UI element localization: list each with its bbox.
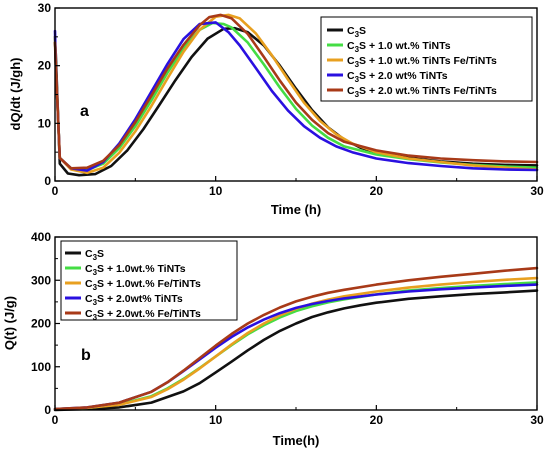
panel-b-xtick-label-2: 20 <box>370 413 384 427</box>
panel-b-ytick-label-3: 300 <box>31 273 51 287</box>
panel-a-legend-label-2: C3S + 1.0 wt.% TiNTs Fe/TiNTs <box>347 55 497 69</box>
panel-b-letter: b <box>81 347 91 364</box>
panel-a-lines <box>53 13 539 177</box>
panel-a-ytick-label-1: 10 <box>38 116 52 130</box>
panel-b-series-line-0 <box>53 289 539 412</box>
panel-b-xlabel: Time(h) <box>273 433 320 448</box>
panel-a-series-line-4 <box>53 13 539 170</box>
panel-b-ytick-label-0: 0 <box>44 403 51 417</box>
panel-b-legend-label-2: C3S + 1.0wt.% Fe/TiNTs <box>85 278 201 292</box>
panel-b-xtick-label-1: 10 <box>209 413 223 427</box>
panel-a-series-line-2 <box>53 13 539 175</box>
panel-b-lines <box>53 266 539 412</box>
panel-a-xtick-label-3: 30 <box>530 184 544 198</box>
panel-b-legend-label-0: C3S <box>85 248 104 262</box>
panel-b-legend-label-3: C3S + 2.0wt% TiNTs <box>85 293 183 307</box>
panel-a-ytick-label-2: 20 <box>38 59 52 73</box>
panel-b-legend <box>60 240 238 321</box>
panel-b-xtick-label-0: 0 <box>52 413 59 427</box>
panel-a-xtick-label-0: 0 <box>52 184 59 198</box>
panel-a-ytick-label-0: 0 <box>44 174 51 188</box>
panel-a-letter: a <box>80 103 89 120</box>
panel-a-legend-label-4: C3S + 2.0 wt.% TiNTs Fe/TiNTs <box>347 85 497 99</box>
panel-a-xlabel: Time (h) <box>271 202 321 217</box>
panel-a-legend-label-1: C3S + 1.0 wt.% TiNTs <box>347 40 451 54</box>
panel-b-legend-label-4: C3S + 2.0wt.% Fe/TiNTs <box>85 308 201 322</box>
panel-b-ytick-label-2: 200 <box>31 317 51 331</box>
panel-a-legend <box>320 16 533 102</box>
panel-a-xtick-label-2: 20 <box>370 184 384 198</box>
panel-a-series-line-3 <box>53 21 539 172</box>
panel-b-legend-label-1: C3S + 1.0wt.% TiNTs <box>85 263 186 277</box>
panel-a-ylabel: dQ/dt (J/gh) <box>8 58 23 131</box>
panel-b-ytick-label-1: 100 <box>31 360 51 374</box>
panel-a: 0 10 20 30 0 10 20 30 Time (h) dQ/dt (J/gh) a C… <box>8 1 544 217</box>
panel-a-ytick-label-3: 30 <box>38 1 52 15</box>
panel-b-ytick-label-4: 400 <box>31 230 51 244</box>
panel-a-legend-label-0: C3S <box>347 25 366 39</box>
panel-a-xtick-label-1: 10 <box>209 184 223 198</box>
panel-b-ylabel: Q(t) (J/g) <box>2 296 17 350</box>
panel-b-series-line-4 <box>53 266 539 411</box>
panel-b-xtick-label-3: 30 <box>530 413 544 427</box>
panel-b-series-line-2 <box>53 276 539 411</box>
panel-a-legend-label-3: C3S + 2.0 wt% TiNTs <box>347 70 448 84</box>
panel-a-ticks: 0 10 20 30 0 10 20 30 <box>38 1 544 198</box>
